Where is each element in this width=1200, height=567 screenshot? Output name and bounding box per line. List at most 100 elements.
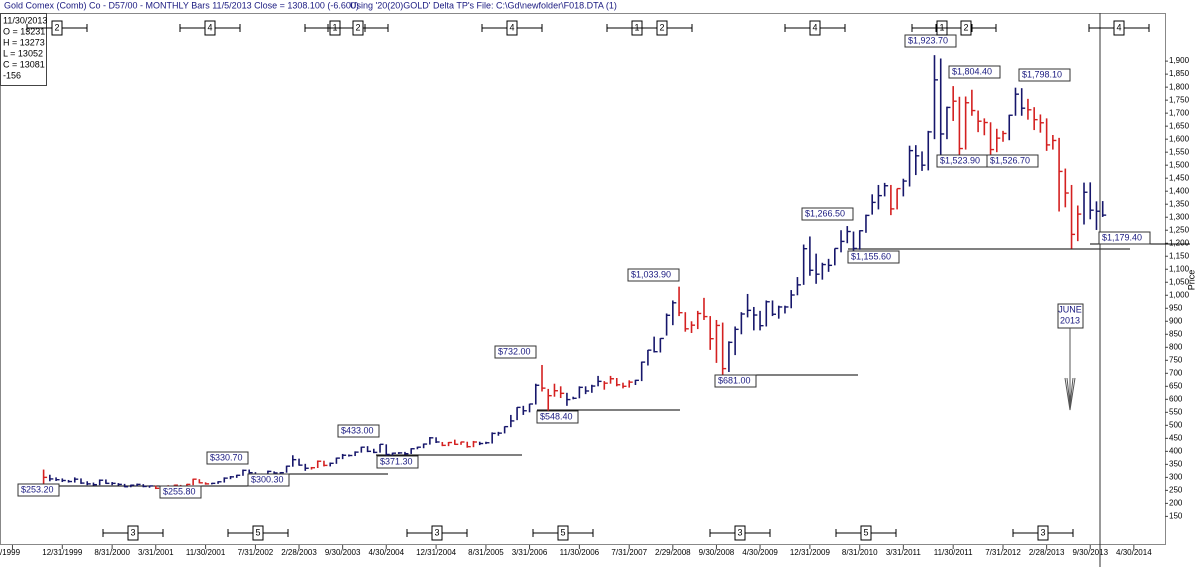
y-tick-label: 1,050 — [1169, 277, 1190, 286]
cycle-label: 3 — [130, 527, 135, 537]
x-tick-label: 3/31/2001 — [138, 548, 174, 557]
price-label-box — [1018, 68, 1071, 82]
price-label: $255.80 — [163, 486, 196, 496]
cycle-box — [734, 525, 746, 541]
x-tick-label: 11/30/2006 — [560, 548, 600, 557]
cycle-box — [1037, 525, 1049, 541]
info-line: H = 13273 — [3, 37, 45, 47]
price-label-box — [536, 410, 579, 424]
y-tick-label: 1,250 — [1169, 225, 1190, 234]
price-label-box — [206, 451, 249, 465]
cycle-label: 4 — [1116, 22, 1121, 32]
plot-frame — [0, 13, 1166, 545]
cycle-label: 1 — [939, 22, 944, 32]
price-label: $1,804.40 — [952, 66, 992, 76]
price-label-box — [904, 34, 957, 48]
y-tick-label: 1,500 — [1169, 160, 1190, 169]
y-tick-label: 1,750 — [1169, 95, 1190, 104]
y-tick-label: 150 — [1169, 511, 1183, 520]
y-tick-label: 1,550 — [1169, 147, 1190, 156]
info-line: -156 — [3, 70, 21, 80]
price-label: $1,798.10 — [1022, 69, 1062, 79]
cycle-label: 4 — [207, 22, 212, 32]
price-label-box — [627, 268, 680, 282]
y-tick-label: 1,700 — [1169, 108, 1190, 117]
info-box — [0, 13, 47, 86]
cycle-label: 3 — [1040, 527, 1045, 537]
x-tick-label: 9/30/2008 — [699, 548, 735, 557]
y-tick-label: 800 — [1169, 342, 1183, 351]
y-tick-label: 1,400 — [1169, 186, 1190, 195]
price-label-box — [247, 473, 290, 487]
info-line: 11/30/2013 — [3, 15, 47, 25]
y-tick-label: 1,650 — [1169, 121, 1190, 130]
y-tick-label: 1,150 — [1169, 251, 1190, 260]
header-subtitle: Using '20(20)GOLD' Delta TP's File: C:\G… — [350, 0, 617, 10]
x-tick-label: 4/30/2004 — [368, 548, 404, 557]
cycle-label: 4 — [812, 22, 817, 32]
cycle-box — [557, 525, 569, 541]
price-label: $1,155.60 — [851, 251, 891, 261]
price-label: $1,526.70 — [990, 155, 1030, 165]
cycle-label: 2 — [355, 22, 360, 32]
cycle-box — [1113, 20, 1125, 36]
x-tick-label: 7/31/2012 — [985, 548, 1021, 557]
y-tick-label: 600 — [1169, 394, 1183, 403]
note-arrowhead — [1064, 377, 1076, 411]
cycle-box — [252, 525, 264, 541]
y-tick-label: 1,100 — [1169, 264, 1190, 273]
cycle-label: 1 — [634, 22, 639, 32]
y-tick-label: 750 — [1169, 355, 1183, 364]
cycle-label: 3 — [434, 527, 439, 537]
cycle-box — [204, 20, 216, 36]
price-label: $1,179.40 — [1102, 232, 1142, 242]
y-tick-label: 1,300 — [1169, 212, 1190, 221]
y-tick-label: 1,350 — [1169, 199, 1190, 208]
price-label-box — [948, 65, 1001, 79]
cycle-box — [860, 525, 872, 541]
price-label: $1,923.70 — [908, 35, 948, 45]
header-title: Gold Comex (Comb) Co - D57/00 - MONTHLY … — [4, 0, 359, 10]
y-tick-label: 550 — [1169, 407, 1183, 416]
price-label: $548.40 — [540, 411, 573, 421]
price-label-box — [494, 345, 537, 359]
x-tick-label: 7/31/2002 — [238, 548, 274, 557]
x-tick-label: 12/31/2009 — [790, 548, 831, 557]
y-tick-label: 1,600 — [1169, 134, 1190, 143]
price-label-box — [801, 207, 854, 221]
x-tick-label: 7/31/2007 — [611, 548, 647, 557]
cycle-box — [506, 20, 518, 36]
x-tick-label: 2/28/2013 — [1029, 548, 1065, 557]
x-tick-label: 9/30/2003 — [325, 548, 361, 557]
cycle-box — [960, 20, 972, 36]
y-tick-label: 500 — [1169, 420, 1183, 429]
cycle-box — [51, 20, 63, 36]
price-label: $681.00 — [718, 375, 751, 385]
x-tick-label: 8/31/2005 — [468, 548, 504, 557]
price-label-box — [159, 485, 202, 499]
y-tick-label: 1,200 — [1169, 238, 1190, 247]
price-label-box — [714, 374, 757, 388]
y-tick-label: 200 — [1169, 498, 1183, 507]
cycle-label: 1 — [332, 22, 337, 32]
y-tick-label: 850 — [1169, 329, 1183, 338]
price-label: $1,033.90 — [631, 269, 671, 279]
price-label: $253.20 — [21, 484, 54, 494]
y-tick-label: 700 — [1169, 368, 1183, 377]
price-label: $330.70 — [210, 452, 243, 462]
cycle-label: 5 — [255, 527, 260, 537]
note-text: 2013 — [1060, 315, 1080, 325]
y-axis-title: Price — [1186, 270, 1196, 291]
x-tick-label: 8/31/2010 — [842, 548, 878, 557]
cycle-box — [127, 525, 139, 541]
x-tick-label: 11/30/2011 — [934, 548, 973, 557]
cycle-label: 2 — [659, 22, 664, 32]
y-tick-label: 1,800 — [1169, 82, 1190, 91]
cycle-box — [656, 20, 668, 36]
x-tick-label: 8/31/2000 — [94, 548, 130, 557]
cycle-label: 5 — [863, 527, 868, 537]
note-text: JUNE — [1058, 304, 1082, 314]
x-tick-label: 2/29/2008 — [655, 548, 691, 557]
